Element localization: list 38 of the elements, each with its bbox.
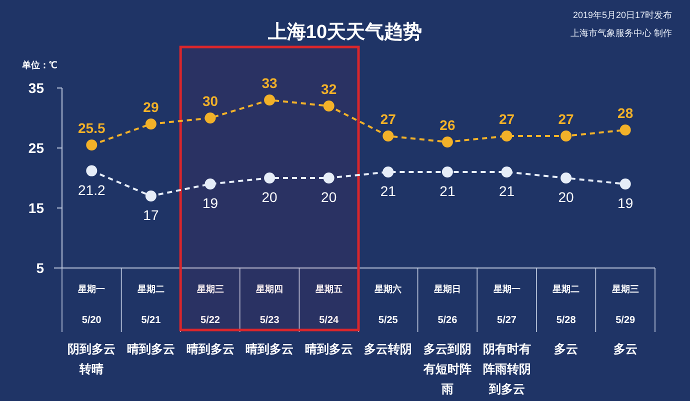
chart-title: 上海10天天气趋势 <box>266 21 422 43</box>
data-label: 21 <box>440 183 456 199</box>
category-label: 星期二 5/28 多云 <box>552 284 580 356</box>
data-label: 29 <box>143 99 159 115</box>
text: 2019年5月20日17时发布 <box>572 10 672 20</box>
data-label: 20 <box>262 189 278 205</box>
y-tick-label: 25 <box>28 140 44 156</box>
data-label: 19 <box>618 195 634 211</box>
category-label: 星期五 5/24 晴到多云 <box>304 284 353 356</box>
category-label: 星期日 5/26 多云到阴有短时阵雨 <box>423 284 472 396</box>
data-label: 27 <box>558 111 574 127</box>
data-label: 19 <box>202 195 218 211</box>
category-label: 星期四 5/23 晴到多云 <box>246 284 294 356</box>
category-label: 星期一 5/27 阴有时有阵雨转阴到多云 <box>482 284 531 396</box>
category-label: 星期二 5/21 晴到多云 <box>126 284 175 356</box>
data-label: 27 <box>380 111 396 127</box>
y-tick-label: 35 <box>28 80 44 96</box>
data-label: 20 <box>558 189 574 205</box>
data-label: 20 <box>321 189 337 205</box>
data-label: 21 <box>380 183 396 199</box>
data-label: 26 <box>440 117 456 133</box>
data-label: 30 <box>202 93 218 109</box>
data-label: 25.5 <box>78 120 106 136</box>
data-label: 21 <box>498 183 515 199</box>
y-tick-label: 5 <box>36 260 44 276</box>
data-label: 17 <box>143 207 159 223</box>
data-label: 32 <box>321 81 337 97</box>
y-tick-label: 15 <box>28 200 44 216</box>
data-label: 27 <box>498 111 515 127</box>
data-label: 33 <box>262 75 278 91</box>
category-label: 星期一 5/20 阴到多云转晴 <box>68 284 116 376</box>
data-label: 28 <box>618 105 634 121</box>
category-label: 星期三 5/29 多云 <box>612 284 639 356</box>
category-label: 星期三 5/22 晴到多云 <box>186 284 234 356</box>
category-label: 星期六 5/25 多云转阴 <box>364 284 412 356</box>
y-axis-title: 单位：℃ <box>21 60 57 70</box>
text: 上海市气象服务中心 制作 <box>570 28 672 38</box>
data-label: 21.2 <box>78 182 106 198</box>
